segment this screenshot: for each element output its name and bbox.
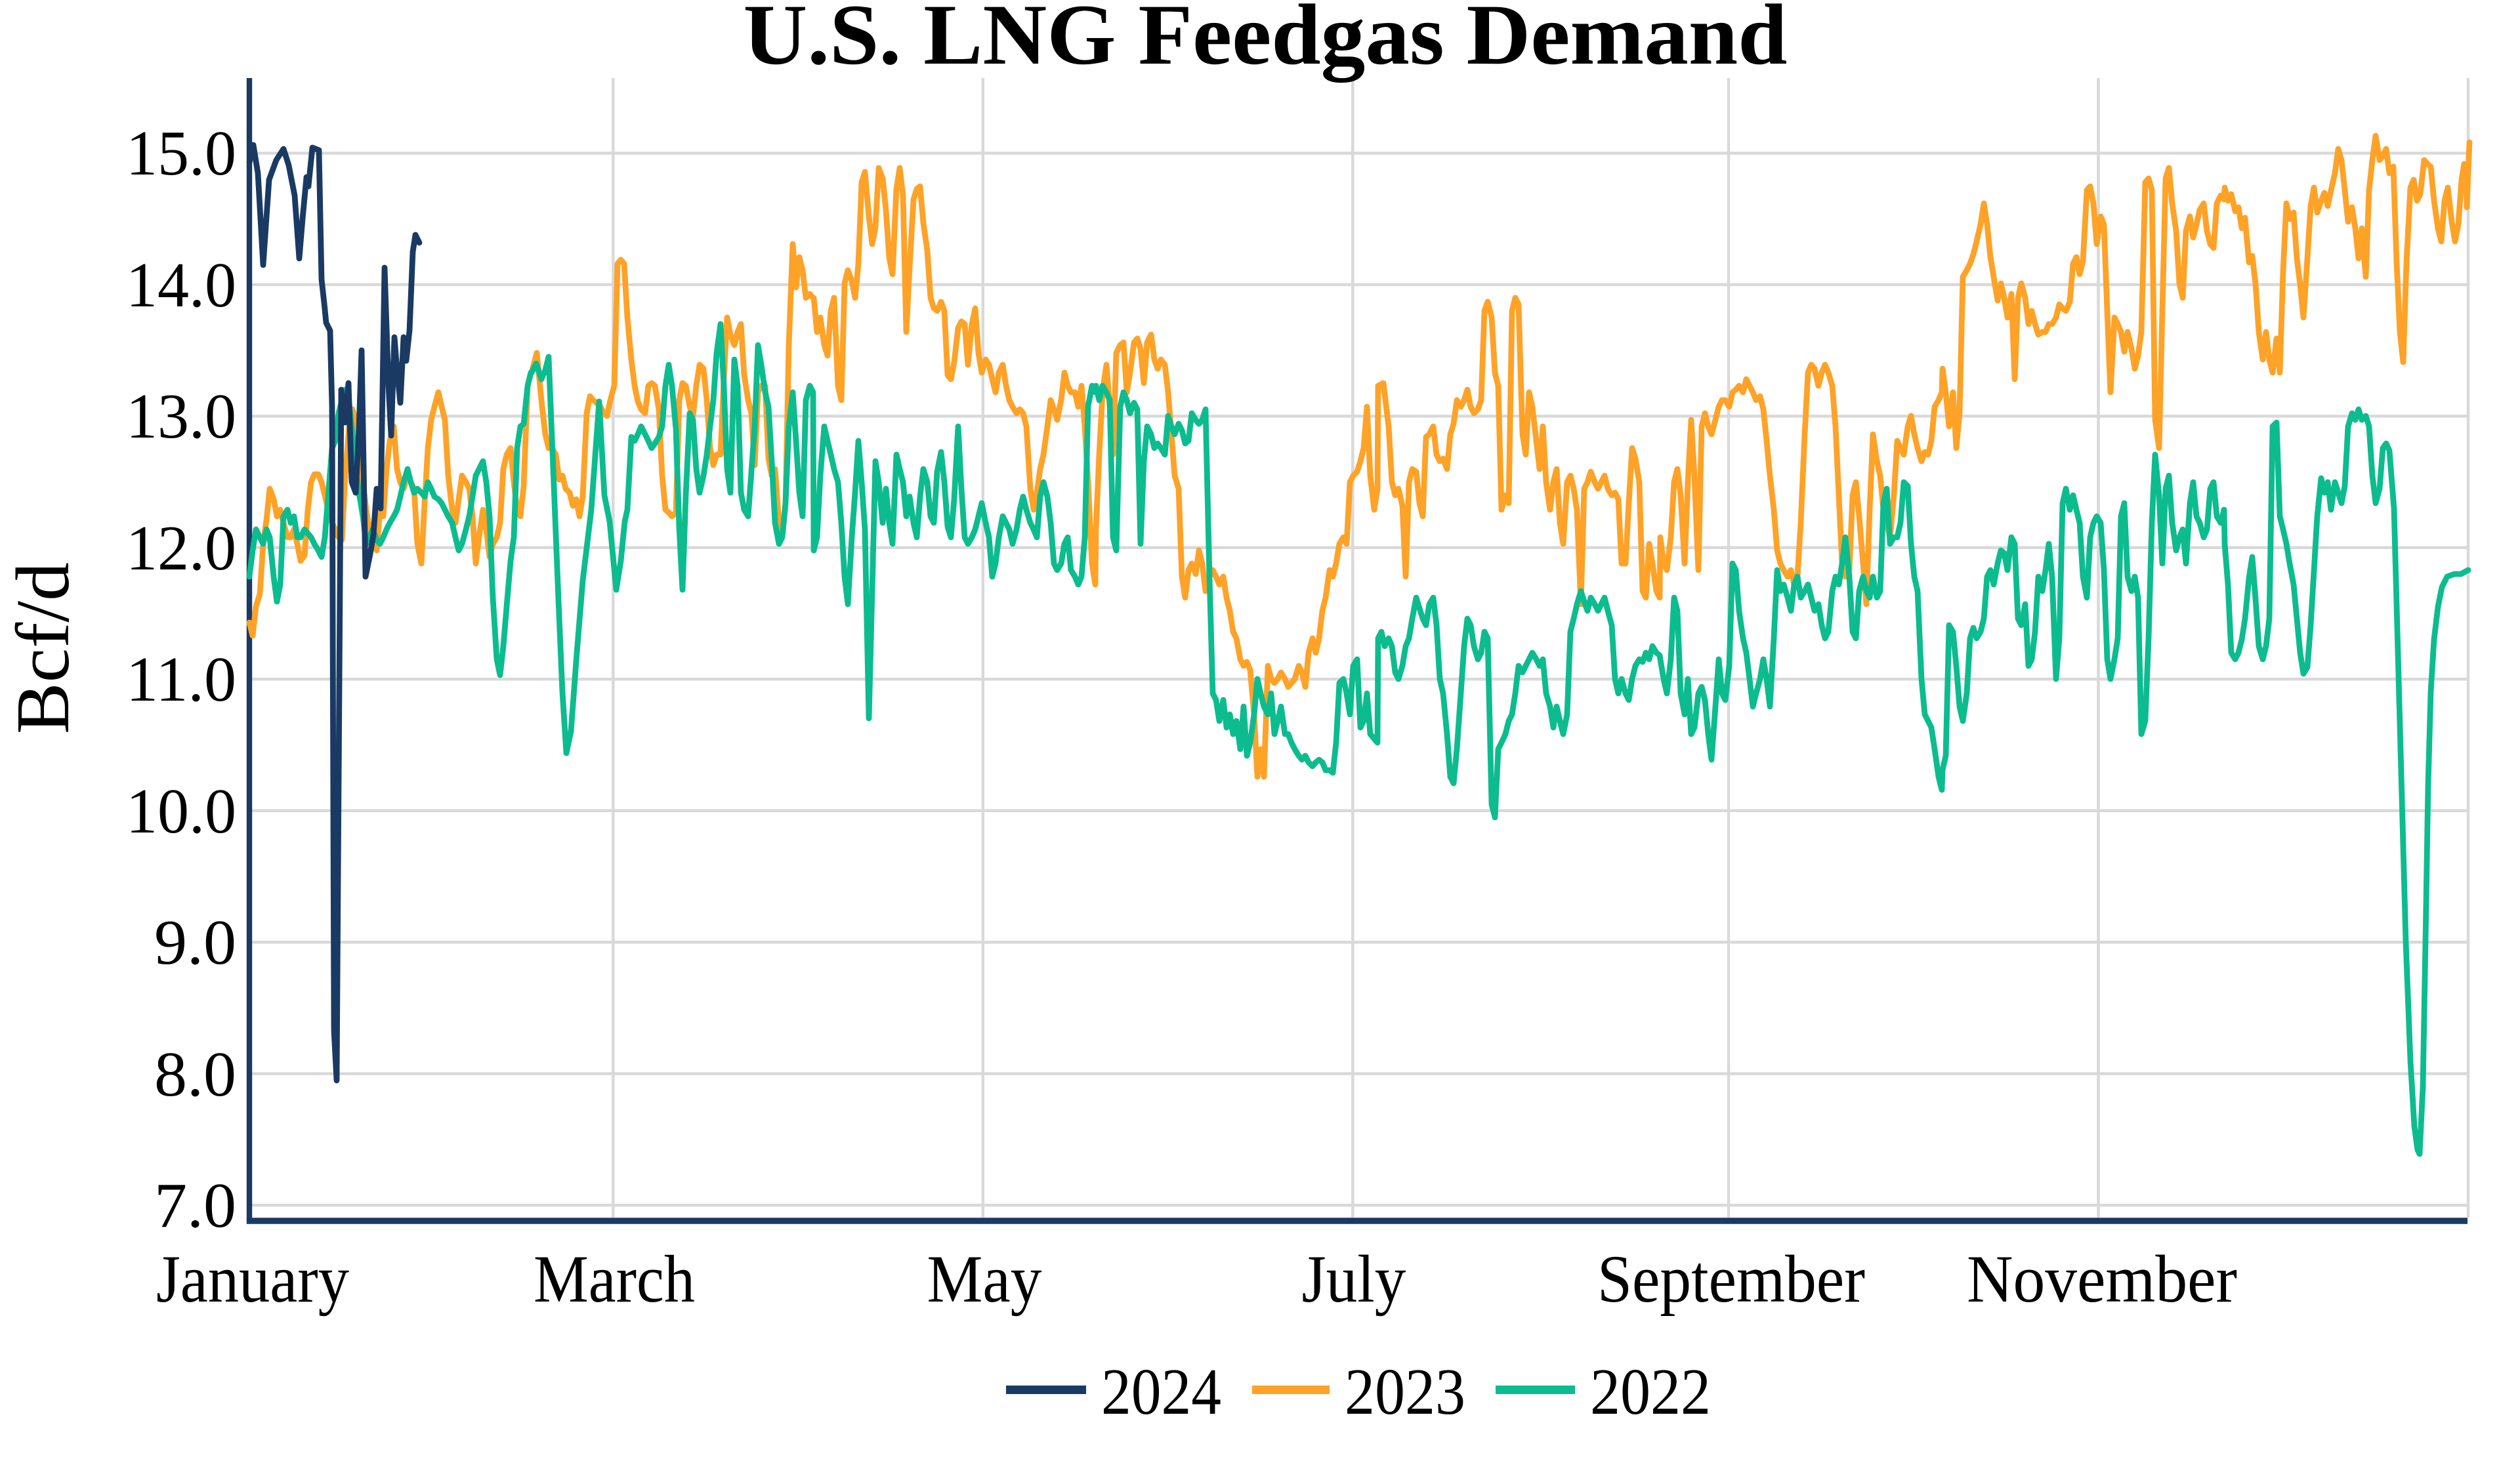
svg-text:7.0: 7.0 (154, 1170, 236, 1241)
svg-text:13.0: 13.0 (126, 381, 236, 451)
svg-text:November: November (1967, 1242, 2237, 1317)
svg-text:9.0: 9.0 (154, 907, 236, 977)
svg-text:July: July (1302, 1242, 1406, 1317)
svg-text:15.0: 15.0 (126, 118, 236, 188)
svg-text:12.0: 12.0 (126, 513, 236, 583)
svg-text:Bcf/d: Bcf/d (1, 562, 85, 734)
svg-text:2022: 2022 (1590, 1355, 1711, 1428)
svg-text:2024: 2024 (1101, 1355, 1221, 1428)
svg-text:U.S. LNG Feedgas Demand: U.S. LNG Feedgas Demand (744, 0, 1788, 83)
svg-text:2023: 2023 (1345, 1355, 1465, 1428)
svg-text:8.0: 8.0 (154, 1039, 236, 1109)
svg-text:March: March (534, 1242, 695, 1317)
svg-text:11.0: 11.0 (126, 644, 236, 714)
svg-text:September: September (1597, 1242, 1865, 1317)
svg-text:14.0: 14.0 (126, 250, 236, 320)
svg-text:May: May (927, 1242, 1042, 1317)
svg-text:10.0: 10.0 (126, 776, 236, 846)
svg-text:January: January (156, 1242, 349, 1317)
